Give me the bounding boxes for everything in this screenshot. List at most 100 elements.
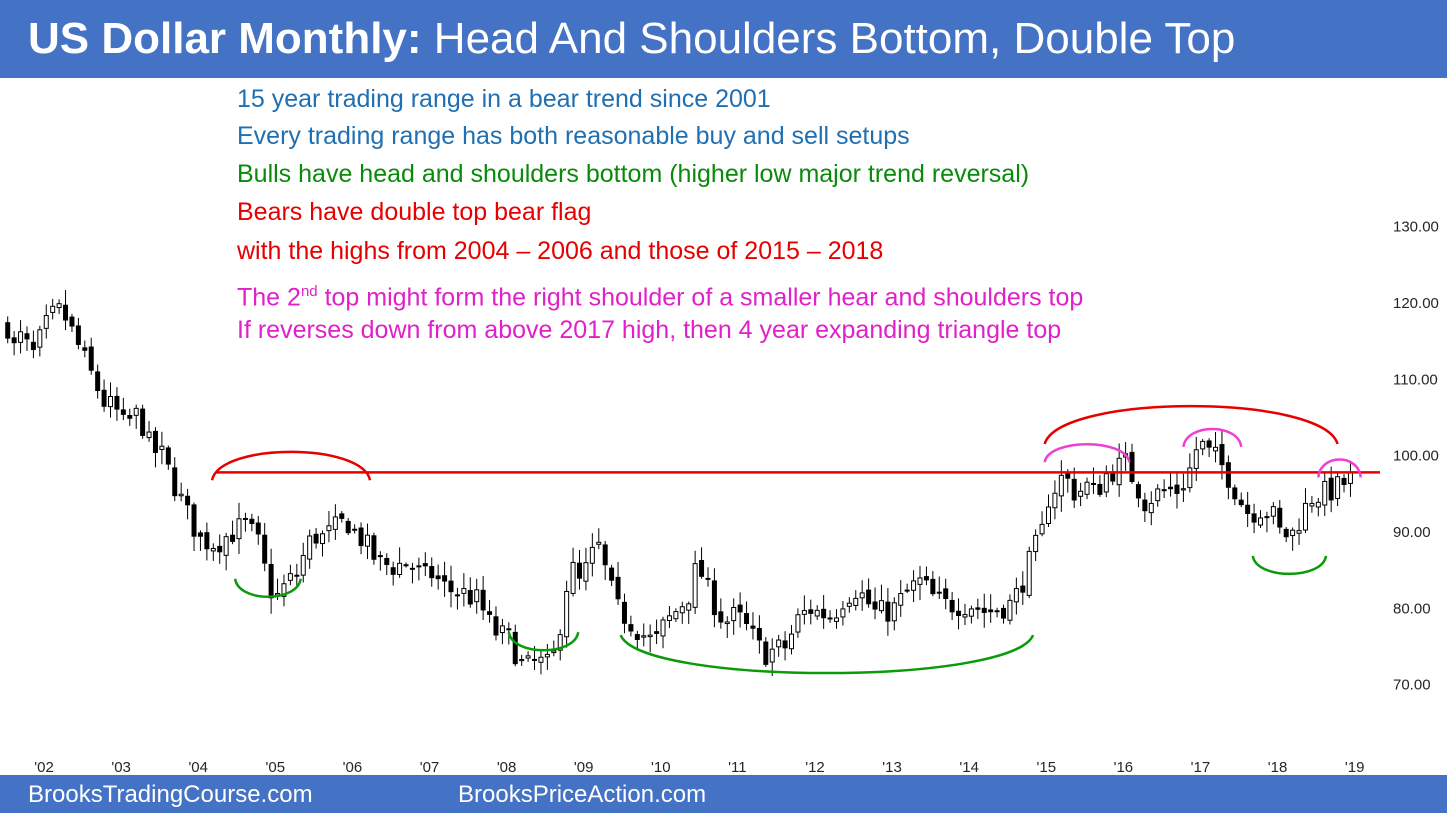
title-bar: US Dollar Monthly: Head And Shoulders Bo… xyxy=(0,0,1447,78)
candle-body xyxy=(1206,440,1212,448)
x-tick-label: '11 xyxy=(728,759,746,775)
x-tick-label: '09 xyxy=(574,759,594,775)
candle-body xyxy=(583,562,589,582)
candle-body xyxy=(332,516,338,530)
candle-body xyxy=(133,407,139,416)
candle-body xyxy=(866,589,872,605)
candle-body xyxy=(1174,484,1180,494)
candle-body xyxy=(917,577,923,585)
page-title: US Dollar Monthly: Head And Shoulders Bo… xyxy=(28,10,1235,68)
x-tick-label: '03 xyxy=(111,759,131,775)
candle-body xyxy=(377,555,383,558)
x-tick-label: '06 xyxy=(343,759,363,775)
bear-arc xyxy=(1043,404,1339,445)
candle-body xyxy=(1007,599,1013,621)
candle-body xyxy=(756,627,762,641)
bull-arc xyxy=(233,578,302,598)
shoulder-arc xyxy=(1182,427,1243,448)
candle-body xyxy=(519,659,525,662)
candle-body xyxy=(1302,502,1308,531)
candle-body xyxy=(364,534,370,547)
candle-body xyxy=(1309,502,1315,507)
candle-body xyxy=(731,606,737,622)
candle-body xyxy=(294,574,300,577)
bull-arc xyxy=(1251,555,1328,575)
candle-body xyxy=(1315,501,1321,508)
x-tick-label: '08 xyxy=(497,759,517,775)
candle-body xyxy=(1232,487,1238,500)
x-tick-label: '10 xyxy=(651,759,671,775)
footer-link-left[interactable]: BrooksTradingCourse.com xyxy=(28,781,313,808)
candle-body xyxy=(679,606,685,614)
candle-body xyxy=(596,541,602,545)
candle-body xyxy=(307,535,313,560)
candle-body xyxy=(262,534,268,564)
candle-body xyxy=(570,561,576,594)
candle-body xyxy=(339,513,345,519)
candle-body xyxy=(615,576,621,600)
candle-body xyxy=(769,648,775,663)
candle-body xyxy=(532,658,538,661)
candle-body xyxy=(403,564,409,567)
candle-body xyxy=(1341,477,1347,485)
candle-body xyxy=(435,575,441,580)
candle-body xyxy=(744,613,750,625)
x-tick-label: '19 xyxy=(1345,759,1365,775)
candle-body xyxy=(11,337,17,344)
candle-body xyxy=(345,520,351,534)
candle-body xyxy=(801,610,807,615)
candle-body xyxy=(923,576,929,581)
candle-body xyxy=(840,608,846,618)
candle-body xyxy=(1097,483,1103,495)
candle-body xyxy=(146,431,152,439)
x-tick-label: '17 xyxy=(1191,759,1211,775)
candle-body xyxy=(69,316,75,327)
candle-body xyxy=(1020,585,1026,593)
candle-body xyxy=(242,517,248,520)
candle-body xyxy=(699,560,705,577)
candle-body xyxy=(1264,516,1270,519)
y-tick-label: 70.00 xyxy=(1393,677,1431,694)
candle-body xyxy=(1026,550,1032,596)
candle-body xyxy=(172,467,178,497)
candle-body xyxy=(1039,523,1045,535)
candle-body xyxy=(56,303,62,309)
candle-body xyxy=(609,567,615,581)
candle-body xyxy=(448,580,454,593)
candle-body xyxy=(467,590,473,605)
candle-body xyxy=(217,545,223,553)
candle-body xyxy=(808,609,814,614)
candle-body xyxy=(461,588,467,594)
candle-body xyxy=(204,532,210,550)
candle-body xyxy=(24,333,30,340)
annotation-line-6-pre: The 2 xyxy=(237,283,301,312)
candle-body xyxy=(120,409,126,415)
candle-body xyxy=(930,578,936,595)
shoulder-arc xyxy=(1043,442,1131,463)
candle-body xyxy=(506,628,512,631)
candle-body xyxy=(1225,462,1231,488)
candle-body xyxy=(442,575,448,582)
candle-body xyxy=(152,430,158,453)
candle-body xyxy=(1213,446,1219,452)
candle-body xyxy=(287,573,293,581)
candle-body xyxy=(872,601,878,610)
footer-link-right[interactable]: BrooksPriceAction.com xyxy=(458,781,707,808)
candle-body xyxy=(557,634,563,651)
candle-body xyxy=(936,591,942,594)
candle-body xyxy=(853,597,859,606)
candle-body xyxy=(480,589,486,611)
candle-body xyxy=(416,565,422,568)
candle-body xyxy=(88,346,94,371)
candle-body xyxy=(994,610,1000,613)
annotation-line-5: with the highs from 2004 – 2006 and thos… xyxy=(237,237,884,265)
candle-body xyxy=(1155,488,1161,502)
candle-body xyxy=(210,547,216,552)
candle-body xyxy=(1238,499,1244,506)
candle-body xyxy=(63,304,69,321)
candle-body xyxy=(673,611,679,620)
x-tick-label: '02 xyxy=(34,759,54,775)
candle-body xyxy=(538,656,544,663)
annotation-line-4: Bears have double top bear flag xyxy=(237,198,592,226)
candle-body xyxy=(281,583,287,597)
